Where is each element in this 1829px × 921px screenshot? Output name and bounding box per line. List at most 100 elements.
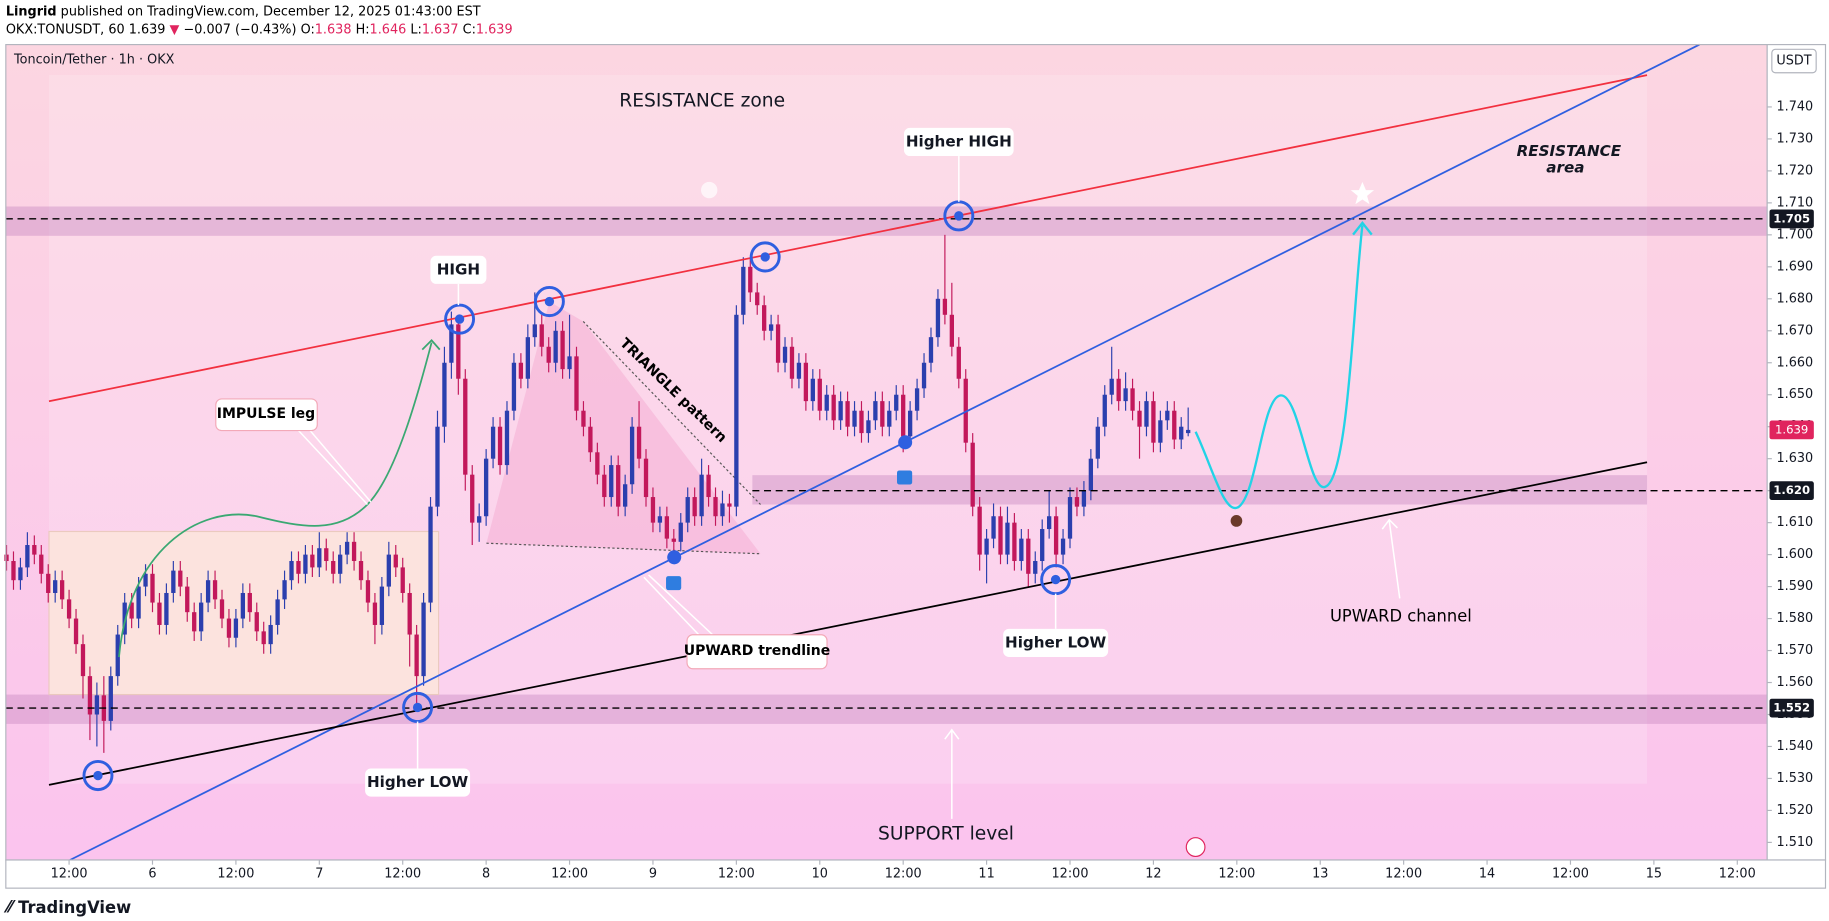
high: 1.646 <box>370 22 407 37</box>
candle-body <box>303 554 308 574</box>
eye-icon <box>1230 515 1243 527</box>
label-box <box>215 398 318 432</box>
pivot-dot <box>1050 574 1061 585</box>
candle-body <box>261 631 266 645</box>
y-tick-label: 1.680 <box>1777 291 1814 306</box>
y-tick-label: 1.600 <box>1777 547 1814 562</box>
resistance-line <box>48 74 1648 403</box>
candle-body <box>1074 497 1080 507</box>
candle-body <box>66 599 72 619</box>
x-tick-label: 13 <box>1312 867 1328 882</box>
candle-body <box>762 305 767 331</box>
candle-body <box>115 634 120 677</box>
candle-body <box>949 314 954 347</box>
candle-body <box>803 362 809 402</box>
up-icon <box>666 576 682 591</box>
currency: USDT <box>1776 53 1811 68</box>
candle-body <box>887 410 892 427</box>
candle-body <box>817 378 822 411</box>
pointer <box>643 574 715 637</box>
candle-body <box>32 545 37 555</box>
candle-body <box>720 503 725 517</box>
candle-body <box>456 324 461 379</box>
candle-body <box>338 554 343 574</box>
y-tick-label: 1.740 <box>1777 99 1814 114</box>
candle-body <box>1019 538 1024 562</box>
y-tick-label: 1.670 <box>1777 323 1814 338</box>
high-label: H: <box>356 22 370 37</box>
candle-body <box>18 567 23 581</box>
annotation: UPWARD trendline <box>684 643 830 659</box>
published: published on TradingView.com, December 1… <box>61 4 481 19</box>
candle-body <box>1040 529 1045 562</box>
candle-body <box>984 538 989 555</box>
candle-body <box>824 394 829 411</box>
support-band <box>5 694 1768 724</box>
candle-body <box>650 497 656 523</box>
candle-body <box>1179 426 1184 440</box>
last-price-label: 1.639 <box>1775 422 1808 436</box>
pointer <box>1381 518 1401 599</box>
candle-body <box>87 676 93 715</box>
pivot-dot <box>412 702 423 713</box>
candle-body <box>414 634 419 677</box>
x-tick-label: 12:00 <box>551 867 588 882</box>
candle-body <box>497 426 503 466</box>
candle-body <box>365 580 371 603</box>
candle-body <box>970 442 975 507</box>
triangle-edge <box>582 321 761 505</box>
candle-body <box>442 362 447 427</box>
candle-body <box>706 474 711 498</box>
annotation: Higher LOW <box>367 773 468 791</box>
pivot-ring <box>749 241 781 273</box>
level-label: 1.705 <box>1773 211 1810 225</box>
open-label: O: <box>301 22 315 37</box>
pivot-ring <box>533 285 565 318</box>
candle-body <box>935 298 941 338</box>
star-icon <box>1350 181 1375 205</box>
candle-body <box>25 545 30 568</box>
projection-path <box>1194 225 1364 510</box>
x-tick-label: 12:00 <box>1218 867 1255 882</box>
candle-body <box>699 474 704 517</box>
candle-body <box>845 401 850 427</box>
candle-body <box>317 548 322 568</box>
candle-body <box>873 401 878 421</box>
x-tick-label: 6 <box>148 867 156 882</box>
trend-line <box>69 43 1700 861</box>
candle-body <box>921 362 927 389</box>
candle-body <box>192 612 197 632</box>
candle-body <box>1102 394 1107 427</box>
candle-body <box>435 426 440 507</box>
pivot-dot <box>667 550 682 565</box>
y-tick-label: 1.580 <box>1777 611 1814 626</box>
y-tick-label: 1.520 <box>1777 803 1814 818</box>
candle-body <box>1053 516 1059 555</box>
x-tick-label: 11 <box>978 867 994 882</box>
candle-body <box>581 410 586 427</box>
last-price-tag <box>1769 420 1814 440</box>
x-tick-label: 14 <box>1479 867 1495 882</box>
x-tick-label: 12:00 <box>51 867 88 882</box>
candle-body <box>539 324 544 347</box>
candle-body <box>1095 426 1100 459</box>
pointers <box>296 156 1401 819</box>
candle-body <box>490 426 496 459</box>
candle-body <box>942 298 948 315</box>
candle-body <box>532 324 537 338</box>
symbol: OKX:TONUSDT, 60 <box>6 22 125 37</box>
annotation: RESISTANCE zone <box>619 90 785 111</box>
y-tick-label: 1.540 <box>1777 739 1814 754</box>
y-tick-label: 1.510 <box>1777 835 1814 850</box>
candle-body <box>775 324 781 363</box>
candle-body <box>407 592 412 635</box>
y-tick-label: 1.570 <box>1777 643 1814 658</box>
candle-body <box>1109 378 1114 395</box>
annotation: RESISTANCE <box>1517 142 1622 160</box>
candle-body <box>324 548 329 562</box>
candle-body <box>143 573 148 587</box>
candle-body <box>713 497 718 517</box>
candle-body <box>1130 388 1135 411</box>
candle-body <box>247 592 252 613</box>
pivot-ring <box>444 303 476 335</box>
